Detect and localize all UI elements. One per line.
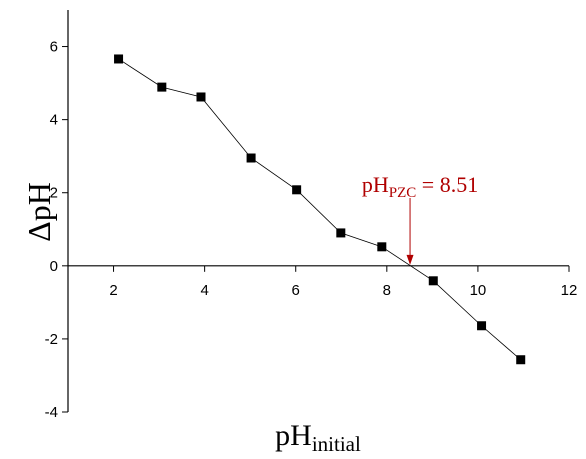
point [114, 54, 124, 64]
annotation-main: pH [362, 172, 389, 197]
point [196, 92, 206, 102]
point [336, 228, 346, 238]
x-tick-label: 6 [292, 282, 300, 299]
annotation: pHPZC = 8.51 [362, 172, 478, 201]
point [157, 82, 167, 92]
annotation-rest: = 8.51 [416, 172, 478, 197]
point [292, 185, 302, 195]
y-tick-label: 6 [50, 39, 58, 56]
x-tick-label: 4 [200, 282, 208, 299]
y-tick-label: 2 [50, 185, 58, 202]
x-tick-label: 10 [470, 282, 487, 299]
point [516, 355, 526, 365]
y-tick-label: 0 [50, 258, 58, 275]
x-tick-label: 12 [561, 282, 578, 299]
point [428, 276, 438, 286]
y-tick-label: 4 [50, 112, 58, 129]
annotation-sub: PZC [389, 185, 417, 201]
point [377, 242, 387, 252]
y-tick-label: -2 [45, 331, 58, 348]
y-tick-label: -4 [45, 404, 58, 421]
series-line [118, 58, 521, 361]
y-axis-label: ΔpH [21, 182, 57, 242]
annotation-arrowhead [406, 254, 414, 265]
x-tick-label: 2 [109, 282, 117, 299]
x-axis-label-main: pH [275, 419, 312, 452]
point [477, 321, 487, 331]
x-axis-label: pHinitial [275, 419, 361, 456]
point [246, 153, 256, 163]
x-axis-label-sub: initial [312, 432, 361, 456]
x-tick-label: 8 [383, 282, 391, 299]
